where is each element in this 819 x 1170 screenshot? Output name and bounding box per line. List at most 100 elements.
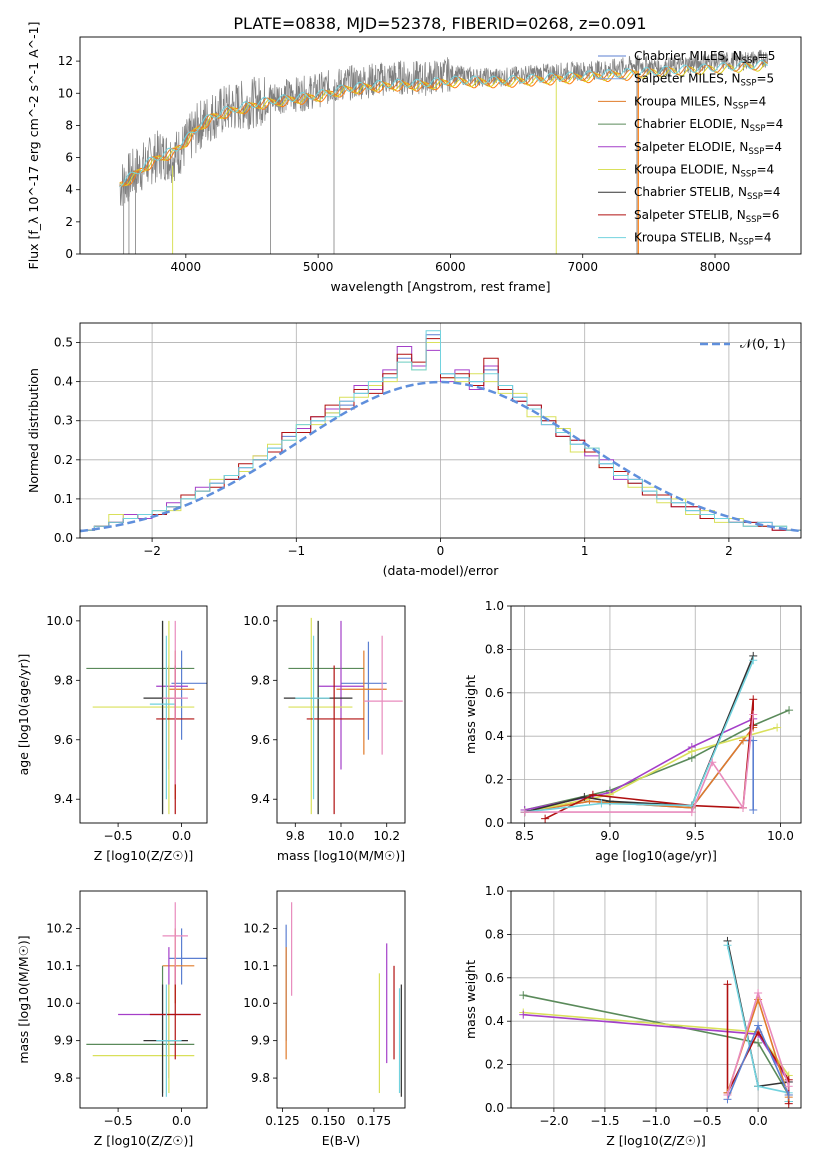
- legend-text: Kroupa MILES, N: [634, 94, 733, 108]
- y-tick-label: 9.8: [54, 673, 73, 687]
- panel-1: −2 −1 0 1 2 0.0 0.1 0.2 0.3 0.4 0.5 (data-model)/er…: [26, 322, 802, 578]
- y-tick-label: 4: [65, 183, 73, 197]
- x-tick-label: −0.5: [104, 829, 133, 843]
- legend-sub: SSP: [738, 238, 754, 248]
- y-tick-label: 0.4: [485, 1014, 504, 1028]
- x-tick-label: 0: [437, 544, 445, 558]
- axes-frame: [510, 605, 802, 824]
- axes-frame: [79, 605, 208, 824]
- x-axis-label: E(B-V): [322, 1133, 361, 1148]
- error-point: [92, 620, 195, 815]
- error-point: [162, 620, 188, 785]
- error-point: [86, 965, 195, 1094]
- legend-entry: Chabrier MILES, NSSP=5: [634, 49, 775, 66]
- x-axis-label: mass [log10(M/M☉)]: [277, 848, 405, 863]
- y-tick-label: 10.0: [46, 996, 73, 1010]
- y-tick-label: 1.0: [485, 599, 504, 613]
- x-tick-label: 9.5: [686, 829, 705, 843]
- y-tick-label: 10.0: [243, 996, 270, 1010]
- legend-entry: Chabrier STELIB, NSSP=4: [634, 185, 781, 202]
- error-point: [118, 947, 201, 1079]
- legend-text: Salpeter ELODIE, N: [634, 140, 748, 154]
- x-axis-label: wavelength [Angstrom, rest frame]: [330, 279, 550, 294]
- mass-weight-line-7: [524, 659, 754, 813]
- y-tick-label: 0.6: [485, 686, 504, 700]
- x-tick-label: 9.0: [600, 829, 619, 843]
- legend-tail: =6: [762, 208, 780, 222]
- error-point: [149, 635, 176, 800]
- y-tick-label: 0.8: [485, 642, 504, 656]
- error-point: [162, 928, 195, 1004]
- x-tick-label: −0.5: [104, 1114, 133, 1128]
- error-point: [156, 665, 188, 770]
- figure-title: PLATE=0838, MJD=52378, FIBERID=0268, z=0…: [233, 14, 646, 33]
- x-tick-label: 0.0: [172, 829, 191, 843]
- legend-tail: =5: [756, 72, 774, 86]
- error-point: [288, 620, 364, 815]
- x-tick-label: 5000: [303, 260, 334, 274]
- y-tick-label: 6: [65, 151, 73, 165]
- error-point: [156, 984, 182, 1097]
- x-tick-label: 0.175: [357, 1114, 391, 1128]
- y-tick-label: 10: [58, 86, 73, 100]
- y-tick-label: 0.4: [54, 375, 73, 389]
- y-tick-label: 0.8: [485, 927, 504, 941]
- error-point: [336, 650, 387, 755]
- legend-entry: Kroupa MILES, NSSP=4: [634, 94, 766, 111]
- y-tick-label: 1.0: [485, 884, 504, 898]
- x-axis-label: Z [log10(Z/Z☉)]: [606, 1133, 706, 1148]
- legend-tail: =4: [754, 231, 772, 245]
- legend-entry: Kroupa STELIB, NSSP=4: [634, 231, 772, 248]
- error-point: [318, 620, 364, 770]
- x-axis-label: Z [log10(Z/Z☉)]: [94, 848, 194, 863]
- legend-sub: SSP: [750, 124, 766, 134]
- error-point: [168, 928, 207, 985]
- model-fit-3: [119, 59, 768, 188]
- legend-tail: =5: [758, 49, 776, 63]
- x-tick-label: 10.0: [767, 829, 794, 843]
- x-tick-label: 6000: [435, 260, 466, 274]
- legend-sub: SSP: [748, 147, 764, 157]
- y-axis-label: age [log10(age/yr)]: [16, 654, 31, 776]
- y-tick-label: 2: [65, 215, 73, 229]
- legend-entry: Kroupa ELODIE, NSSP=4: [634, 163, 774, 180]
- x-tick-label: 0.125: [265, 1114, 299, 1128]
- y-tick-label: 9.6: [251, 733, 270, 747]
- y-tick-label: 10.2: [46, 921, 73, 935]
- error-point: [288, 617, 353, 815]
- y-tick-label: 0.5: [54, 336, 73, 350]
- axes-frame: [276, 890, 406, 1109]
- y-axis-label: mass weight: [463, 960, 478, 1039]
- legend-tail: =4: [756, 163, 774, 177]
- legend-sub: SSP: [747, 192, 763, 202]
- x-tick-label: 10.2: [373, 829, 400, 843]
- legend-sub: SSP: [742, 56, 758, 66]
- y-tick-label: 8: [65, 118, 73, 132]
- y-axis-label: Normed distribution: [26, 368, 41, 493]
- y-tick-label: 9.8: [251, 673, 270, 687]
- error-point: [86, 620, 195, 815]
- y-tick-label: 0.6: [485, 971, 504, 985]
- spectrum-area: [119, 49, 769, 254]
- points-area: [86, 620, 207, 815]
- y-tick-label: 0.4: [485, 729, 504, 743]
- y-tick-label: 0.2: [54, 453, 73, 467]
- x-axis-label: Z [log10(Z/Z☉)]: [94, 1133, 194, 1148]
- x-tick-label: 0.0: [172, 1114, 191, 1128]
- legend-text: Salpeter MILES, N: [634, 72, 741, 86]
- y-tick-label: 10.0: [46, 614, 73, 628]
- error-point: [283, 620, 353, 815]
- model-fit-0: [119, 71, 638, 186]
- panel-0: 4000 5000 6000 7000 8000 0 2 4 6 8 10 12 wavelength …: [26, 22, 802, 294]
- error-point: [171, 650, 207, 740]
- x-tick-label: −0.5: [692, 1114, 721, 1128]
- y-tick-label: 9.4: [54, 792, 73, 806]
- y-tick-label: 0.0: [485, 816, 504, 830]
- y-tick-label: 9.6: [54, 733, 73, 747]
- y-tick-label: 0.1: [54, 492, 73, 506]
- legend-text: Kroupa STELIB, N: [634, 231, 738, 245]
- points-area: [86, 902, 207, 1097]
- legend-sub: SSP: [733, 101, 749, 111]
- y-tick-label: 10.1: [46, 959, 73, 973]
- x-tick-label: −2.0: [539, 1114, 568, 1128]
